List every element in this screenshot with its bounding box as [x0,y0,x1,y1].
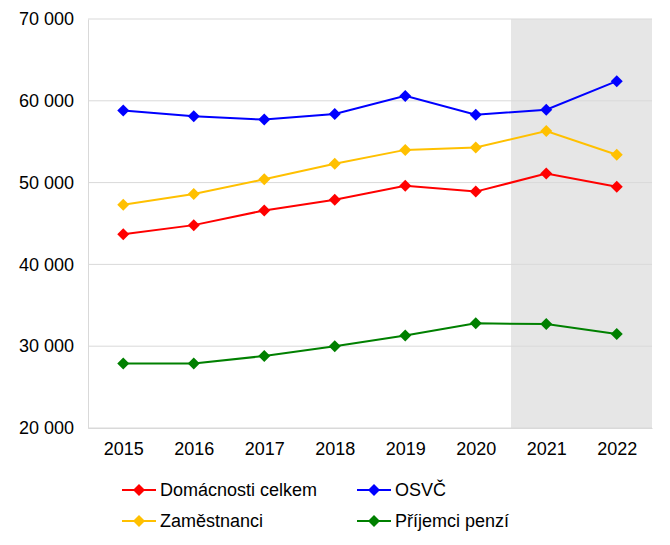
legend-item: Zaměstnanci [122,511,263,531]
series-marker [329,194,341,206]
legend-item: OSVČ [357,479,446,500]
x-tick-label: 2018 [315,439,355,459]
x-tick-label: 2019 [386,439,426,459]
series-marker [540,104,552,116]
y-tick: 50 000 [19,173,88,193]
series-marker [188,219,200,231]
series-marker [117,357,129,369]
x-tick-label: 2021 [527,439,567,459]
x-tick-label: 2015 [104,439,144,459]
x-tick-label: 2020 [456,439,496,459]
x-tick: 2021 [527,428,567,459]
series-line [123,174,617,235]
y-tick: 40 000 [19,255,88,275]
y-axis-line [88,20,89,429]
legend-marker [368,515,380,527]
legend-label: Příjemci penzí [395,511,509,531]
x-tick-label: 2017 [245,439,285,459]
legend: Domácnosti celkem OSVČ Zaměstnanci Příjemci… [122,479,509,531]
grid-line [88,182,652,183]
series-line [123,323,617,363]
series-marker [399,330,411,342]
x-tick-label: 2016 [174,439,214,459]
y-tick-label: 50 000 [19,173,74,193]
legend-marker [133,484,145,496]
grid-line [88,264,652,265]
plot-area [117,75,623,369]
x-tick: 2019 [386,428,426,459]
legend-label: OSVČ [395,479,446,500]
series-marker [611,75,623,87]
series-line [123,131,617,205]
x-tick-label: 2022 [597,439,637,459]
series-marker [258,350,270,362]
series-marker [611,328,623,340]
y-tick-label: 30 000 [19,336,74,356]
x-tick: 2018 [315,428,355,459]
series-marker [399,180,411,192]
series-marker [258,204,270,216]
y-tick-label: 70 000 [19,9,74,29]
x-tick: 2016 [174,428,214,459]
series-marker [329,108,341,120]
series-marker [470,186,482,198]
y-tick: 70 000 [19,9,88,29]
series-marker [329,340,341,352]
legend-label: Zaměstnanci [160,511,263,531]
x-tick: 2022 [597,428,637,459]
shaded-region [511,19,652,428]
series-marker [540,168,552,180]
y-tick: 20 000 [19,418,88,438]
series-marker [329,158,341,170]
x-axis: 2015 2016 2017 2018 2019 2020 2021 2022 [89,428,653,459]
y-tick-label: 40 000 [19,255,74,275]
grid-line [88,19,652,20]
y-axis: 20 000 30 000 40 000 50 000 60 000 70 000 [19,9,89,438]
grid-line [88,346,652,347]
series-marker [117,228,129,240]
series-marker [470,109,482,121]
legend-label: Domácnosti celkem [160,480,317,500]
x-tick: 2015 [104,428,144,459]
x-tick: 2020 [456,428,496,459]
series-marker [611,149,623,161]
x-axis-line [89,428,653,429]
series-marker [258,173,270,185]
grid-line [88,428,652,429]
series-marker [117,199,129,211]
series-marker [117,105,129,117]
y-tick: 60 000 [19,91,88,111]
series-line [123,81,617,119]
legend-item: Příjemci penzí [357,511,509,531]
series-marker [399,90,411,102]
grid [88,19,652,428]
series-marker [188,188,200,200]
series-marker [540,318,552,330]
series-marker [188,110,200,122]
y-tick: 30 000 [19,336,88,356]
series-marker [188,357,200,369]
chart: 20 000 30 000 40 000 50 000 60 000 70 000 2015… [0,0,670,545]
x-tick: 2017 [245,428,285,459]
series-marker [258,114,270,126]
y-tick-label: 60 000 [19,91,74,111]
series-marker [399,144,411,156]
series-marker [470,141,482,153]
series-marker [470,317,482,329]
series-marker [540,125,552,137]
legend-marker [133,515,145,527]
y-tick-label: 20 000 [19,418,74,438]
legend-marker [368,484,380,496]
legend-item: Domácnosti celkem [122,480,317,500]
series-marker [611,181,623,193]
